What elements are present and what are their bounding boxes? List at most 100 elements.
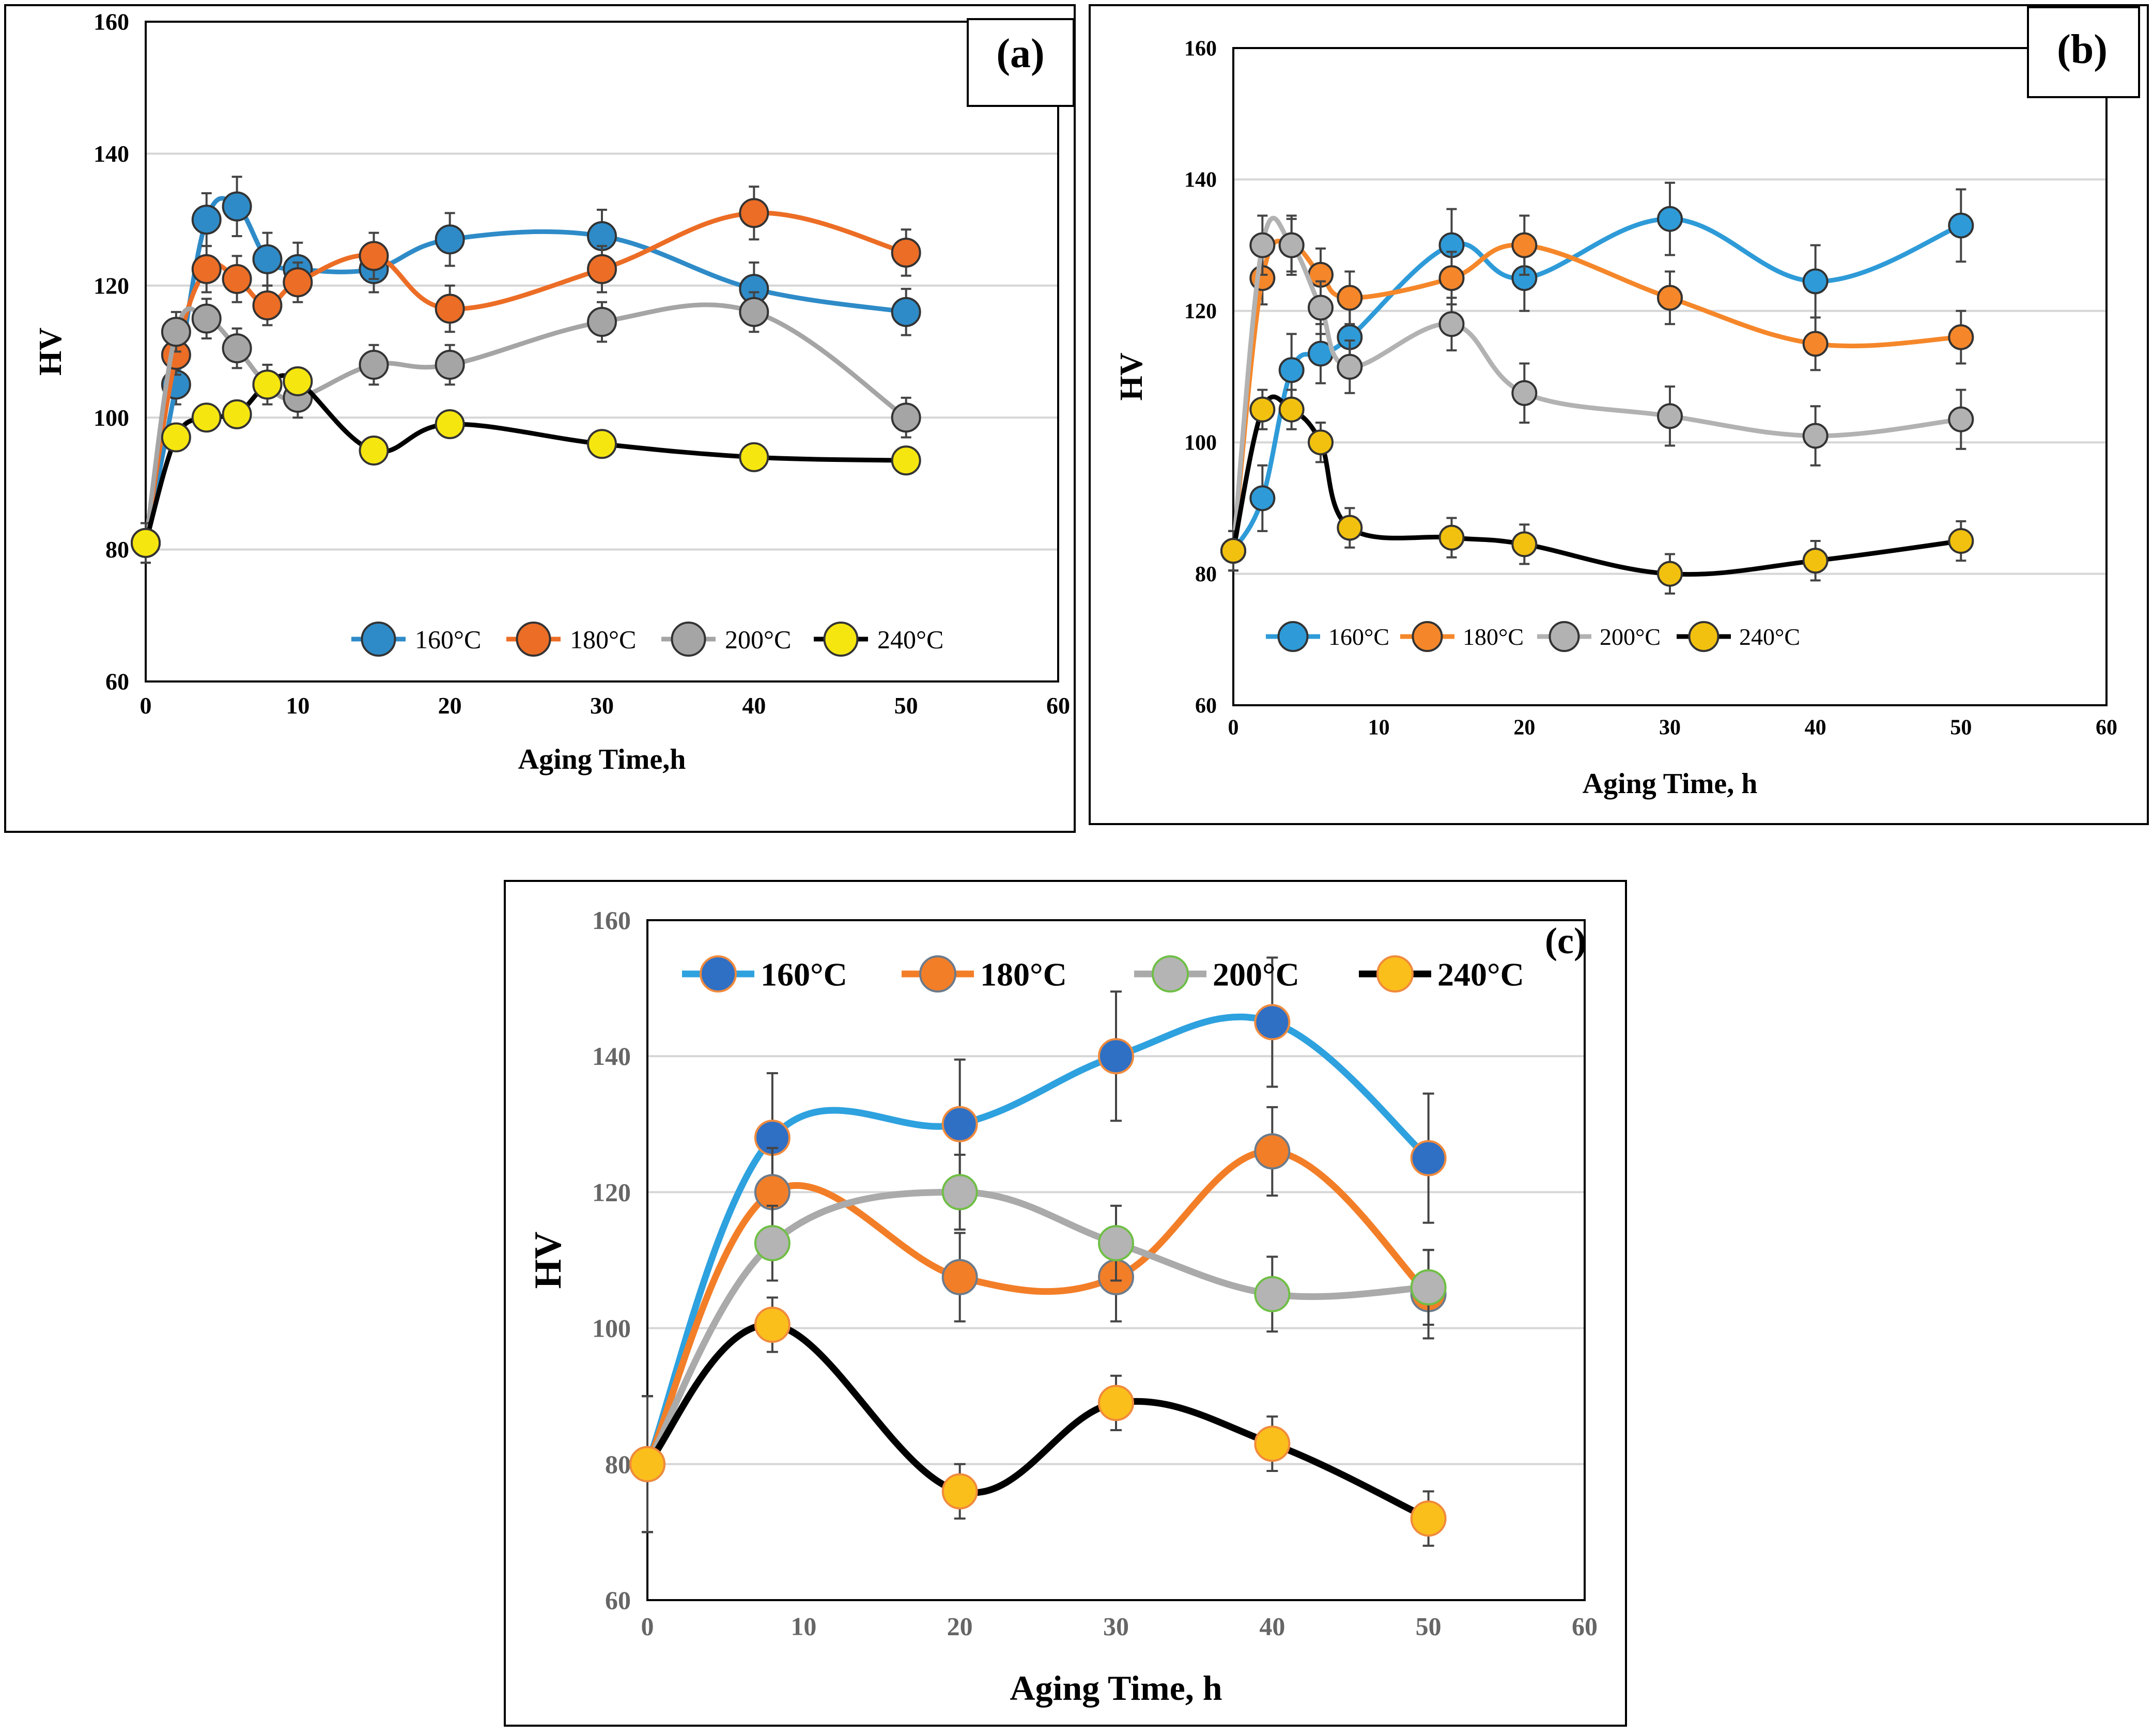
- a-panel-label: (a): [996, 31, 1044, 76]
- c-y-axis-label: HV: [527, 1232, 569, 1289]
- a-x-tick-label: 30: [590, 692, 614, 719]
- c-x-tick-label: 0: [641, 1612, 654, 1641]
- b-data-point: [1278, 232, 1305, 258]
- a-y-axis-label: HV: [33, 328, 68, 376]
- c-data-point: [1410, 1500, 1447, 1537]
- b-legend-label: 240°C: [1739, 624, 1800, 650]
- b-y-axis-label: HV: [1114, 352, 1149, 400]
- a-y-tick-label: 120: [94, 272, 129, 299]
- c-data-point: [754, 1307, 791, 1343]
- a-data-point: [222, 264, 252, 295]
- b-data-point: [1657, 403, 1683, 429]
- b-data-point: [1802, 548, 1829, 574]
- b-data-point: [1657, 561, 1683, 587]
- a-data-point: [191, 205, 222, 235]
- a-data-point: [587, 254, 617, 284]
- b-legend-marker: [1412, 621, 1443, 652]
- b-data-point: [1308, 429, 1334, 456]
- a-data-point: [587, 307, 617, 337]
- c-y-tick-label: 120: [592, 1177, 631, 1206]
- b-data-point: [1948, 324, 1974, 350]
- a-data-point: [435, 293, 465, 324]
- a-legend-label: 180°C: [570, 625, 636, 654]
- a-y-tick-label: 60: [105, 669, 129, 695]
- a-data-point: [191, 303, 222, 334]
- a-x-tick-label: 10: [286, 692, 309, 719]
- b-y-tick-label: 80: [1195, 563, 1217, 586]
- a-data-point: [891, 402, 921, 433]
- c-legend-marker: [919, 955, 956, 993]
- a-series-240-c: [131, 366, 921, 564]
- a-data-point: [161, 317, 191, 347]
- c-data-point: [1254, 1276, 1291, 1312]
- a-data-point: [587, 429, 617, 459]
- b-legend-marker: [1548, 621, 1580, 652]
- a-legend-marker: [516, 622, 551, 657]
- a-legend-label: 160°C: [415, 625, 481, 654]
- b-data-point: [1948, 212, 1974, 239]
- c-x-tick-label: 50: [1416, 1612, 1442, 1641]
- b-y-tick-label: 160: [1184, 37, 1217, 60]
- b-data-point: [1438, 265, 1465, 291]
- c-data-point: [1410, 1140, 1447, 1176]
- a-legend-marker: [671, 622, 706, 657]
- b-series-240-c: [1220, 389, 1974, 595]
- a-x-axis-label: Aging Time,h: [518, 743, 686, 776]
- a-data-point: [283, 366, 313, 396]
- a-data-point: [739, 442, 769, 472]
- a-panel-label-box: [967, 18, 1075, 107]
- a-data-point: [359, 241, 389, 271]
- b-data-point: [1657, 206, 1683, 232]
- b-x-tick-label: 60: [2096, 716, 2117, 740]
- a-data-point: [252, 244, 283, 274]
- a-y-tick-label: 160: [94, 9, 129, 35]
- b-data-point: [1438, 524, 1465, 551]
- b-data-point: [1278, 396, 1305, 423]
- c-series-line: [644, 1148, 1432, 1468]
- b-x-axis-label: Aging Time, h: [1583, 768, 1758, 800]
- c-x-tick-label: 10: [791, 1612, 816, 1641]
- a-data-point: [891, 237, 921, 268]
- c-data-point: [941, 1473, 978, 1510]
- c-legend-marker: [1152, 955, 1189, 993]
- c-data-point: [941, 1174, 978, 1211]
- c-x-tick-label: 30: [1103, 1612, 1129, 1641]
- b-data-point: [1948, 528, 1974, 554]
- c-x-tick-label: 20: [947, 1612, 973, 1641]
- b-data-point: [1220, 538, 1246, 564]
- c-data-point: [1098, 1225, 1134, 1262]
- b-data-point: [1802, 423, 1829, 449]
- b-plot-border: [1232, 47, 2108, 706]
- b-data-point: [1249, 396, 1276, 423]
- a-series-line: [143, 302, 909, 546]
- a-y-tick-label: 100: [94, 405, 129, 431]
- b-data-point: [1249, 485, 1276, 512]
- a-series-180-c: [131, 185, 921, 564]
- b-y-tick-label: 100: [1184, 431, 1217, 455]
- a-data-point: [891, 297, 921, 327]
- b-y-tick-label: 120: [1184, 300, 1217, 323]
- b-data-point: [1438, 311, 1465, 337]
- c-panel-label: (c): [1545, 920, 1586, 962]
- c-data-point: [1098, 1038, 1134, 1075]
- c-data-point: [1254, 1004, 1291, 1041]
- b-series-200-c: [1220, 214, 1974, 572]
- c-legend-label: 180°C: [980, 956, 1067, 993]
- a-legend-marker: [361, 622, 396, 657]
- b-x-tick-label: 0: [1228, 716, 1239, 740]
- b-data-point: [1249, 232, 1276, 258]
- a-x-tick-label: 60: [1046, 692, 1070, 719]
- c-legend-marker: [700, 955, 737, 993]
- b-data-point: [1337, 285, 1363, 311]
- a-data-point: [252, 290, 283, 321]
- c-legend-label: 240°C: [1437, 956, 1524, 993]
- b-data-point: [1657, 285, 1683, 311]
- c-outer-frame: [504, 880, 1627, 1727]
- a-data-point: [739, 297, 769, 327]
- b-x-tick-label: 20: [1513, 716, 1535, 740]
- c-data-point: [1410, 1269, 1447, 1306]
- a-data-point: [739, 198, 769, 228]
- c-data-point: [1254, 1425, 1291, 1462]
- b-data-point: [1511, 531, 1538, 557]
- a-data-point: [359, 436, 389, 466]
